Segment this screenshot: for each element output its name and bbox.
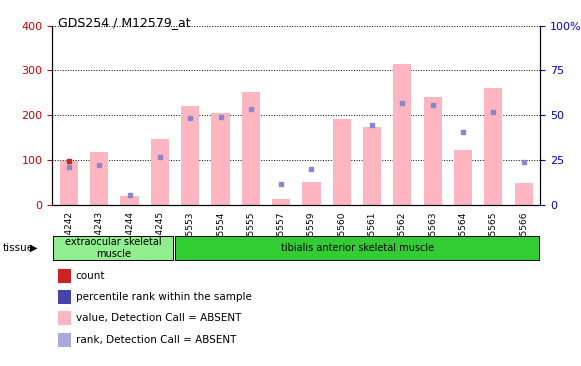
Bar: [211, 113, 229, 205]
Bar: [515, 183, 533, 205]
Bar: [454, 150, 472, 205]
Bar: [60, 161, 78, 205]
Text: rank, Detection Call = ABSENT: rank, Detection Call = ABSENT: [76, 335, 236, 345]
Bar: [175, 236, 539, 260]
Bar: [302, 182, 321, 205]
Text: GDS254 / M12579_at: GDS254 / M12579_at: [58, 16, 191, 30]
Bar: [181, 106, 199, 205]
Bar: [53, 236, 173, 260]
Bar: [484, 89, 503, 205]
Text: count: count: [76, 271, 105, 281]
Text: ▶: ▶: [30, 243, 38, 253]
Bar: [393, 64, 411, 205]
Bar: [424, 97, 442, 205]
Bar: [90, 152, 109, 205]
Text: tissue: tissue: [3, 243, 34, 253]
Bar: [120, 196, 139, 205]
Text: extraocular skeletal
muscle: extraocular skeletal muscle: [65, 237, 162, 259]
Bar: [272, 199, 290, 205]
Bar: [151, 139, 169, 205]
Bar: [363, 127, 381, 205]
Bar: [242, 92, 260, 205]
Bar: [333, 119, 351, 205]
Text: tibialis anterior skeletal muscle: tibialis anterior skeletal muscle: [281, 243, 434, 253]
Text: value, Detection Call = ABSENT: value, Detection Call = ABSENT: [76, 313, 241, 324]
Text: percentile rank within the sample: percentile rank within the sample: [76, 292, 252, 302]
